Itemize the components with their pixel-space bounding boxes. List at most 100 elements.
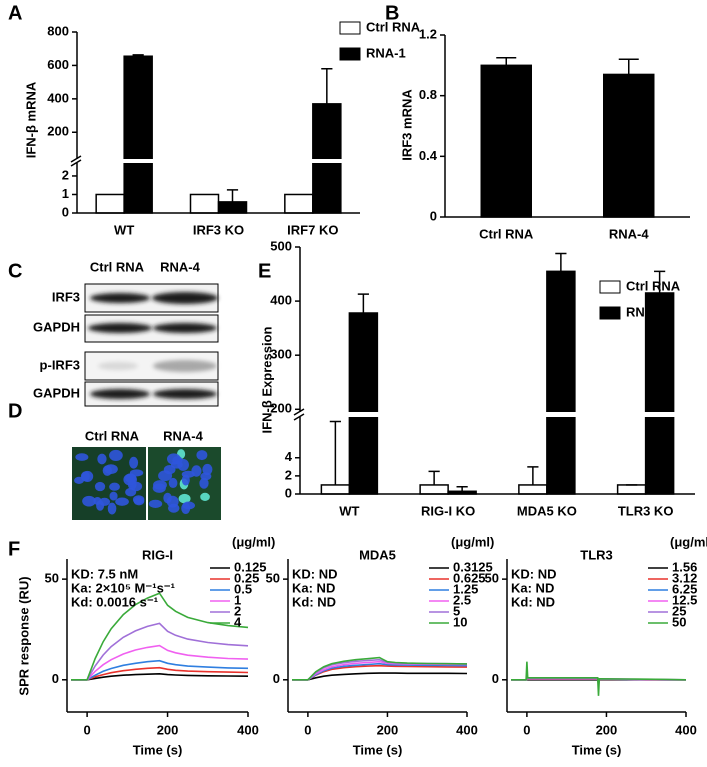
y-tick-label: 4 bbox=[285, 449, 293, 464]
y-tick-label: 50 bbox=[266, 571, 280, 586]
annotation: KD: ND bbox=[511, 566, 557, 581]
error-bar bbox=[618, 58, 639, 75]
row-label: GAPDH bbox=[33, 385, 80, 400]
bar bbox=[603, 73, 655, 218]
cell-nucleus bbox=[200, 472, 212, 481]
cell-nucleus bbox=[158, 470, 173, 482]
legend-label: 2 bbox=[234, 603, 241, 618]
cell-nucleus bbox=[75, 453, 89, 461]
error-bar bbox=[321, 68, 333, 104]
cell-nucleus bbox=[125, 487, 137, 497]
break-mark bbox=[293, 408, 305, 416]
column-label: Ctrl RNA bbox=[90, 259, 145, 274]
cell-nucleus bbox=[115, 497, 129, 506]
legend-label: 25 bbox=[672, 603, 686, 618]
sensorgram bbox=[71, 644, 249, 681]
legend-label: 0.625 bbox=[453, 570, 486, 585]
y-axis-label: IRF3 mRNA bbox=[399, 89, 414, 161]
cell-nucleus bbox=[109, 491, 118, 501]
bar bbox=[284, 193, 314, 214]
bar bbox=[320, 484, 351, 495]
error-bar bbox=[132, 54, 144, 57]
cell-nucleus bbox=[178, 493, 191, 504]
sensorgram bbox=[71, 672, 249, 681]
legend-label: 6.25 bbox=[672, 581, 697, 596]
annotation: Ka: ND bbox=[511, 580, 554, 595]
annotation: Kd: ND bbox=[292, 594, 336, 609]
y-axis-label: IFN-β Expression bbox=[259, 326, 274, 433]
legend-label: RNA-4 bbox=[626, 304, 666, 319]
legend-swatch bbox=[339, 21, 361, 35]
cell-nucleus bbox=[94, 481, 106, 492]
blot bbox=[84, 283, 219, 407]
sensorgram bbox=[292, 656, 468, 681]
x-tick-label: MDA5 KO bbox=[517, 503, 577, 518]
panel-label: A bbox=[8, 2, 22, 24]
band bbox=[153, 323, 217, 333]
chart-title: TLR3 bbox=[580, 547, 613, 562]
cell-nucleus bbox=[196, 450, 208, 461]
error-bar bbox=[527, 466, 539, 485]
band bbox=[88, 323, 152, 333]
sensorgram bbox=[71, 659, 249, 681]
axis-break bbox=[74, 159, 360, 163]
y-tick-label: 50 bbox=[485, 571, 499, 586]
cell-nucleus bbox=[109, 482, 120, 491]
x-tick-label: IRF7 KO bbox=[287, 222, 338, 237]
cell-nucleus bbox=[99, 497, 111, 506]
panel-label: C bbox=[8, 260, 22, 282]
band bbox=[90, 389, 150, 399]
legend-label: 50 bbox=[672, 614, 686, 629]
bar bbox=[217, 201, 248, 214]
y-tick-label: 0.4 bbox=[419, 148, 438, 163]
bar bbox=[518, 484, 548, 495]
x-tick-label: 0 bbox=[304, 722, 311, 737]
bar bbox=[95, 193, 125, 214]
x-tick-label: TLR3 KO bbox=[618, 503, 674, 518]
error-bar bbox=[456, 486, 468, 492]
column-label: Ctrl RNA bbox=[85, 428, 140, 443]
column-label: RNA-4 bbox=[163, 428, 203, 443]
cell-nucleus bbox=[202, 463, 213, 476]
legend-label: 4 bbox=[234, 614, 242, 629]
x-tick-label: 0 bbox=[83, 722, 90, 737]
cell-nucleus bbox=[148, 499, 163, 508]
legend-label: 0.25 bbox=[234, 570, 259, 585]
panel-label: D bbox=[8, 400, 22, 422]
cell-nucleus bbox=[199, 477, 209, 489]
y-tick-label: 0.8 bbox=[419, 87, 437, 102]
panel-label: E bbox=[258, 260, 271, 282]
panel-label: F bbox=[8, 538, 20, 560]
y-axis-label: SPR response (RU) bbox=[16, 576, 31, 695]
cell-nucleus bbox=[168, 477, 178, 489]
sensorgram bbox=[292, 662, 468, 681]
sensorgram bbox=[71, 666, 249, 681]
cell-nucleus bbox=[80, 471, 90, 482]
bar bbox=[312, 103, 342, 214]
cell-nucleus bbox=[182, 501, 196, 510]
legend-title: (μg/ml) bbox=[670, 534, 707, 549]
band bbox=[153, 389, 217, 399]
y-tick-label: 400 bbox=[47, 90, 69, 105]
x-axis-label: Time (s) bbox=[572, 742, 622, 757]
legend-swatch bbox=[599, 306, 621, 320]
error-bar bbox=[226, 189, 239, 202]
legend-label: 1.25 bbox=[453, 581, 478, 596]
bar bbox=[123, 55, 153, 214]
x-tick-label: RIG-I KO bbox=[421, 503, 475, 518]
x-tick-label: Ctrl RNA bbox=[479, 226, 534, 241]
legend-label: RNA-1 bbox=[366, 45, 406, 60]
legend-label: 5 bbox=[453, 603, 460, 618]
x-axis-label: Time (s) bbox=[353, 742, 403, 757]
legend-title: (μg/ml) bbox=[451, 534, 494, 549]
cell-nucleus bbox=[132, 495, 145, 505]
legend-label: Ctrl RNA bbox=[626, 278, 681, 293]
cell-nucleus bbox=[109, 449, 123, 461]
y-tick-label: 500 bbox=[270, 238, 292, 253]
y-tick-label: 400 bbox=[270, 293, 292, 308]
error-bar bbox=[428, 470, 440, 485]
legend-label: Ctrl RNA bbox=[366, 19, 421, 34]
cell-nucleus bbox=[82, 495, 96, 507]
x-tick-label: 400 bbox=[456, 722, 478, 737]
